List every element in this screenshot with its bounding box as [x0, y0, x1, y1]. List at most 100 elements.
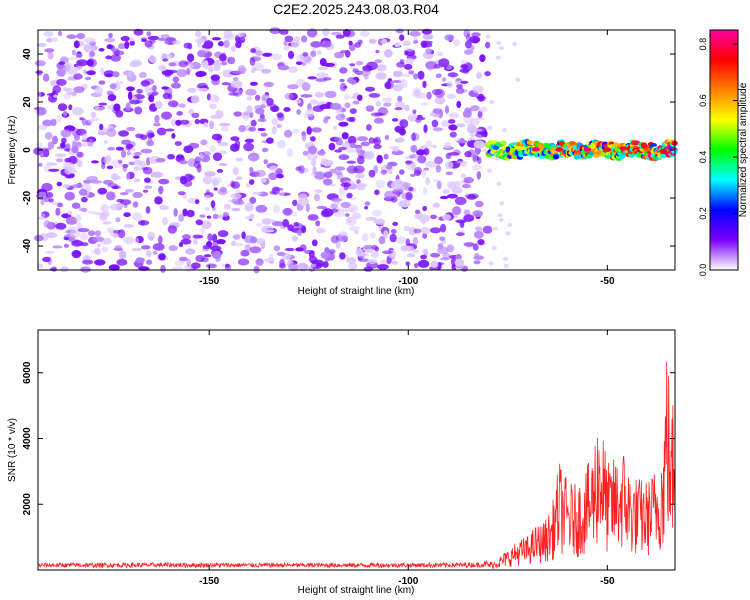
heatmap-noise-cell: [108, 264, 120, 271]
heatmap-noise-cell: [261, 218, 272, 225]
heatmap-noise-cell: [434, 156, 443, 165]
heatmap-noise-cell: [107, 146, 115, 151]
heatmap-noise-cell: [473, 140, 485, 149]
heatmap-noise-cell: [199, 152, 204, 159]
heatmap-noise-cell: [404, 104, 410, 112]
heatmap-noise-cell: [355, 60, 364, 66]
heatmap-noise-cell: [392, 80, 402, 83]
heatmap-noise-cell: [38, 125, 48, 130]
heatmap-noise-cell: [222, 212, 229, 217]
heatmap-noise-cell: [447, 193, 458, 199]
heatmap-noise-cell: [161, 111, 172, 120]
heatmap-noise-cell: [485, 41, 491, 49]
colorbar-tick-label: 0.6: [698, 94, 708, 107]
heatmap-noise-cell: [88, 230, 96, 236]
heatmap-noise-cell: [78, 188, 88, 196]
heatmap-noise-cell: [178, 242, 184, 248]
heatmap-noise-cell: [348, 43, 356, 52]
heatmap-noise-cell: [172, 40, 181, 45]
heatmap-noise-cell: [140, 148, 153, 154]
heatmap-noise-cell: [334, 211, 346, 218]
heatmap-noise-cell: [358, 182, 363, 187]
heatmap-noise-cell: [371, 244, 378, 250]
heatmap-noise-cell: [182, 208, 188, 217]
heatmap-noise-cell: [488, 261, 494, 266]
heatmap-noise-cell: [429, 227, 442, 234]
heatmap-noise-cell: [43, 197, 50, 203]
heatmap-noise-cell: [223, 40, 230, 48]
heatmap-noise-cell: [159, 204, 169, 211]
heatmap-noise-cell: [144, 85, 150, 94]
heatmap-noise-cell: [330, 197, 343, 203]
heatmap-noise-cell: [135, 133, 144, 139]
heatmap-noise-cell: [455, 87, 465, 94]
heatmap-noise-cell: [456, 100, 462, 109]
heatmap-noise-cell: [263, 81, 274, 88]
heatmap-noise-cell: [127, 91, 133, 101]
heatmap-noise-cell: [414, 92, 427, 99]
heatmap-noise-cell: [94, 105, 100, 110]
heatmap-noise-cell: [445, 171, 453, 176]
heatmap-noise-cell: [250, 48, 257, 54]
heatmap-noise-cell: [301, 225, 307, 234]
heatmap-noise-cell: [322, 178, 333, 186]
heatmap-noise-cell: [335, 113, 346, 121]
heatmap-noise-cell: [408, 70, 415, 75]
heatmap-noise-cell: [141, 39, 147, 42]
heatmap-noise-cell: [288, 66, 298, 73]
heatmap-noise-cell: [498, 218, 504, 222]
heatmap-noise-cell: [110, 54, 121, 62]
heatmap-noise-cell: [310, 41, 322, 48]
heatmap-noise-cell: [401, 73, 413, 77]
heatmap-noise-cell: [112, 50, 125, 56]
heatmap-noise-cell: [208, 66, 214, 73]
heatmap-noise-cell: [58, 61, 65, 65]
heatmap-noise-cell: [164, 128, 175, 132]
heatmap-noise-cell: [80, 232, 89, 241]
heatmap-noise-cell: [412, 87, 422, 94]
heatmap-noise-cell: [43, 31, 54, 37]
heatmap-noise-cell: [221, 61, 228, 66]
heatmap-noise-cell: [268, 254, 274, 262]
heatmap-noise-cell: [284, 92, 294, 100]
spectrogram-x-ticks: -150 -100 -50: [199, 30, 615, 287]
heatmap-noise-cell: [338, 231, 348, 237]
heatmap-noise-cell: [98, 80, 106, 85]
heatmap-noise-cell: [260, 177, 267, 183]
heatmap-noise-cell: [173, 208, 178, 217]
heatmap-noise-cell: [86, 70, 96, 76]
heatmap-noise-cell: [417, 114, 423, 118]
heatmap-noise-cell: [167, 100, 179, 108]
heatmap-noise-cell: [279, 29, 289, 35]
heatmap-noise-cell: [94, 259, 106, 266]
heatmap-noise-cell: [464, 151, 472, 158]
heatmap-noise-cell: [398, 199, 411, 208]
heatmap-noise-cell: [256, 223, 263, 227]
heatmap-noise-cell: [363, 244, 373, 250]
heatmap-noise-cell: [350, 79, 357, 85]
heatmap-noise-cell: [205, 263, 217, 269]
heatmap-peak-cell: [531, 147, 540, 152]
heatmap-noise-cell: [100, 204, 110, 213]
heatmap-noise-cell: [460, 64, 469, 69]
figure-title: C2E2.2025.243.08.03.R04: [273, 1, 439, 17]
heatmap-noise-cell: [42, 256, 51, 263]
snr-x-ticks: -150 -100 -50: [199, 330, 615, 587]
heatmap-noise-cell: [364, 206, 369, 210]
heatmap-noise-cell: [87, 119, 95, 124]
heatmap-noise-cell: [339, 252, 346, 260]
heatmap-noise-cell: [61, 137, 67, 144]
heatmap-noise-cell: [322, 27, 330, 37]
heatmap-noise-cell: [147, 95, 153, 101]
heatmap-noise-cell: [270, 53, 283, 60]
heatmap-noise-cell: [153, 122, 161, 127]
heatmap-noise-cell: [76, 33, 85, 40]
heatmap-noise-cell: [116, 258, 128, 266]
heatmap-noise-cell: [231, 207, 241, 212]
heatmap-noise-cell: [491, 246, 497, 250]
heatmap-noise-cell: [246, 105, 253, 114]
heatmap-noise-cell: [392, 221, 399, 226]
heatmap-noise-cell: [96, 243, 102, 248]
heatmap-noise-cell: [56, 78, 67, 86]
heatmap-noise-cell: [56, 181, 63, 187]
